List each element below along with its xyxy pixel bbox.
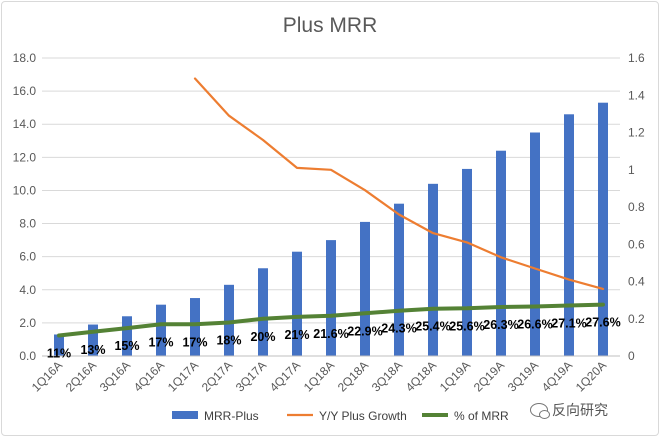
line-yy-plus-growth	[193, 77, 605, 290]
data-label-pct: 26.3%	[483, 318, 518, 332]
y-tick-label-right: 0.8	[628, 200, 645, 214]
data-label-pct: 21.6%	[313, 327, 348, 341]
legend-swatch-mrr-plus	[172, 411, 198, 419]
data-label-pct: 11%	[47, 347, 71, 361]
bar-mrr-plus	[462, 168, 472, 356]
data-label-pct: 20%	[250, 330, 275, 344]
x-tick-label: 1Q16A	[29, 358, 65, 394]
y-tick-label-right: 0.6	[628, 237, 645, 251]
x-tick-label: 4Q18A	[403, 358, 439, 394]
y-tick-label-right: 0	[628, 349, 635, 363]
data-label-pct: 25.4%	[415, 320, 450, 334]
x-tick-label: 3Q17A	[233, 358, 269, 394]
x-tick-label: 2Q16A	[63, 358, 99, 394]
data-label-pct: 21%	[284, 328, 309, 342]
bar-mrr-plus	[564, 114, 574, 357]
bar-mrr-plus	[292, 251, 302, 356]
bar-mrr-plus	[122, 316, 132, 356]
y-tick-label-left: 14.0	[13, 117, 37, 131]
x-tick-label: 2Q17A	[199, 358, 235, 394]
y-tick-label-right: 1.6	[628, 51, 645, 65]
x-tick-label: 1Q18A	[301, 358, 337, 394]
bar-mrr-plus	[88, 324, 98, 356]
x-tick-label: 2Q18A	[335, 358, 371, 394]
y-tick-label-left: 12.0	[13, 150, 37, 164]
bar-mrr-plus	[530, 132, 540, 356]
legend-label: % of MRR	[454, 409, 509, 423]
bar-mrr-plus	[190, 298, 200, 356]
data-label-pct: 27.6%	[585, 316, 620, 330]
x-tick-label: 1Q17A	[165, 358, 201, 394]
y-tick-label-left: 2.0	[19, 316, 36, 330]
y-tick-label-right: 1.4	[628, 88, 645, 102]
watermark-text: 反向研究	[552, 402, 608, 418]
bar-mrr-plus	[360, 221, 370, 356]
x-tick-label: 4Q17A	[267, 358, 303, 394]
data-label-pct: 17%	[182, 335, 207, 349]
y-tick-label-left: 18.0	[13, 51, 37, 65]
x-tick-label: 1Q20A	[573, 358, 609, 394]
x-tick-label: 1Q19A	[437, 358, 473, 394]
data-label-pct: 22.9%	[347, 324, 382, 338]
y-tick-label-left: 8.0	[19, 217, 36, 231]
bar-mrr-plus	[258, 268, 268, 356]
y-tick-label-left: 6.0	[19, 250, 36, 264]
data-label-pct: 27.1%	[551, 317, 586, 331]
y-tick-label-right: 0.4	[628, 275, 645, 289]
bar-mrr-plus	[598, 102, 608, 356]
y-tick-label-left: 16.0	[13, 84, 37, 98]
bar-mrr-plus	[496, 150, 506, 356]
bar-mrr-plus	[326, 240, 336, 356]
y-tick-label-left: 4.0	[19, 283, 36, 297]
y-tick-label-right: 1.2	[628, 126, 645, 140]
data-label-pct: 15%	[114, 339, 139, 353]
x-tick-label: 3Q16A	[97, 358, 133, 394]
line-pct-of-mrr	[57, 302, 605, 338]
data-label-pct: 17%	[148, 335, 173, 349]
chart-title: Plus MRR	[283, 14, 378, 37]
data-label-pct: 25.6%	[449, 319, 484, 333]
bar-mrr-plus	[224, 284, 234, 356]
bar-mrr-plus	[156, 304, 166, 356]
data-label-pct: 18%	[216, 333, 241, 347]
y-tick-label-right: 0.2	[628, 312, 645, 326]
x-tick-label: 2Q19A	[471, 358, 507, 394]
y-tick-label-right: 1	[628, 163, 635, 177]
y-tick-label-left: 10.0	[13, 183, 37, 197]
legend-label: MRR-Plus	[204, 409, 259, 423]
data-label-pct: 26.6%	[517, 317, 552, 331]
data-label-pct: 13%	[80, 343, 105, 357]
x-tick-label: 4Q19A	[539, 358, 575, 394]
legend-label: Y/Y Plus Growth	[319, 409, 407, 423]
x-tick-label: 3Q18A	[369, 358, 405, 394]
y-tick-label-left: 0.0	[19, 349, 36, 363]
x-tick-label: 3Q19A	[505, 358, 541, 394]
bar-mrr-plus	[394, 203, 404, 356]
bar-mrr-plus	[54, 334, 64, 356]
data-label-pct: 24.3%	[381, 322, 416, 336]
bar-mrr-plus	[428, 183, 438, 356]
wechat-icon	[530, 403, 550, 419]
x-tick-label: 4Q16A	[131, 358, 167, 394]
watermark: 反向研究	[530, 400, 608, 420]
